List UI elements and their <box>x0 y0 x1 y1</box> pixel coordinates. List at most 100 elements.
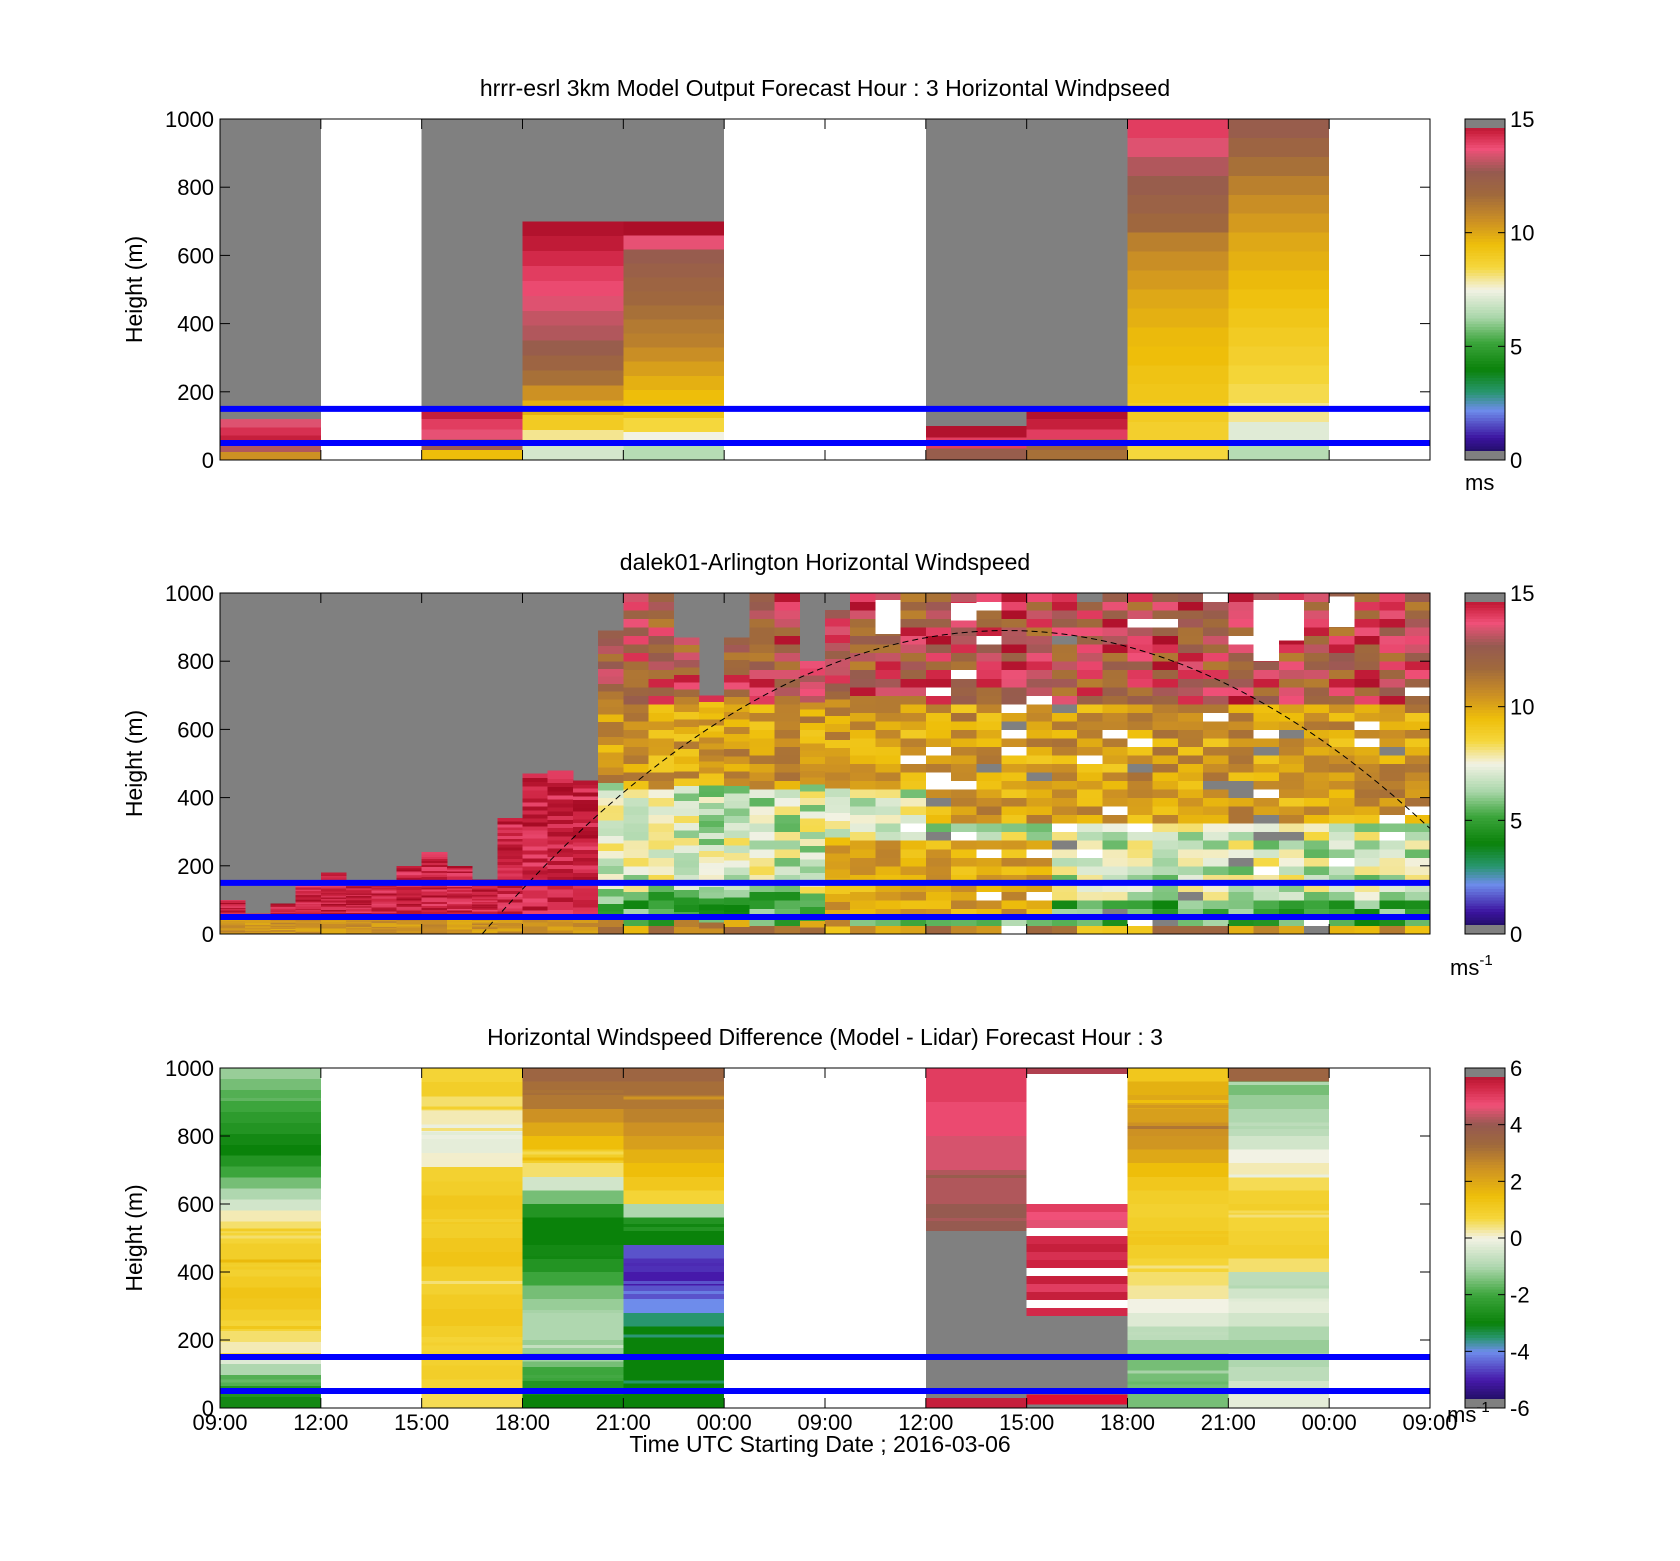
data-cell <box>1228 916 1254 926</box>
data-cell <box>472 901 498 904</box>
data-cell <box>799 777 826 785</box>
data-cell <box>1077 891 1103 901</box>
data-cell <box>572 849 599 854</box>
colorbar-segment <box>1465 1082 1505 1086</box>
data-cell <box>1203 806 1229 816</box>
data-cell <box>623 249 725 264</box>
data-cell <box>951 925 977 934</box>
data-cell <box>900 840 927 850</box>
data-cell <box>698 856 725 863</box>
data-cell <box>1026 695 1053 705</box>
data-cell <box>522 1312 624 1327</box>
data-cell <box>1203 635 1229 645</box>
data-cell <box>1203 720 1229 730</box>
colorbar-segment <box>1465 834 1505 838</box>
colorbar-segment <box>1465 138 1505 143</box>
data-cell <box>850 593 876 603</box>
data-cell <box>900 831 927 841</box>
colorbar-segment <box>1465 1342 1505 1347</box>
data-cell <box>270 927 297 930</box>
colorbar-segment <box>1465 709 1505 713</box>
data-cell <box>1026 729 1053 739</box>
data-cell <box>522 857 549 863</box>
colorbar-segment <box>1465 888 1505 892</box>
colorbar-segment <box>1465 332 1505 336</box>
data-cell <box>875 720 902 730</box>
data-cell <box>1152 797 1179 807</box>
data-cell <box>1026 865 1053 875</box>
colorbar-segment <box>1465 1093 1505 1097</box>
data-cell <box>1026 1394 1128 1405</box>
data-cell <box>371 925 397 927</box>
data-cell <box>1278 737 1305 747</box>
data-cell <box>623 661 649 671</box>
data-cell <box>1051 865 1078 875</box>
data-cell <box>774 754 801 764</box>
data-cell <box>1303 780 1330 790</box>
data-cell <box>446 894 473 897</box>
data-cell <box>976 746 1002 756</box>
data-cell <box>598 812 624 821</box>
colorbar-segment <box>1465 1240 1505 1245</box>
data-cell <box>1026 1308 1128 1317</box>
data-cell <box>749 593 775 603</box>
data-cell <box>421 893 448 896</box>
data-cell <box>1329 712 1355 722</box>
data-cell <box>774 831 801 841</box>
data-cell <box>1026 848 1053 858</box>
colorbar-segment <box>1465 374 1505 379</box>
data-cell <box>1404 601 1430 611</box>
colorbar-segment <box>1465 298 1505 302</box>
data-cell <box>1001 720 1028 730</box>
colorbar-segment <box>1465 772 1505 776</box>
colorbar-tick-label: 10 <box>1510 221 1534 246</box>
data-cell <box>396 908 423 911</box>
data-cell <box>1102 840 1128 850</box>
data-cell <box>598 653 624 662</box>
data-cell <box>1127 1258 1229 1273</box>
data-cell <box>1127 593 1154 603</box>
data-cell <box>396 927 423 930</box>
data-cell <box>1228 422 1330 442</box>
data-cell <box>1253 899 1280 909</box>
data-cell <box>396 896 423 899</box>
data-cell <box>497 820 523 825</box>
data-cell <box>951 737 977 747</box>
data-cell <box>1228 857 1254 867</box>
data-cell <box>245 926 271 928</box>
data-cell <box>774 806 801 816</box>
data-cell <box>295 923 322 926</box>
data-cell <box>850 814 876 824</box>
x-tick-label: 09:00 <box>192 1410 247 1435</box>
colorbar-segment <box>1465 718 1505 722</box>
data-cell <box>850 874 876 884</box>
data-cell <box>1278 712 1305 722</box>
data-cell <box>472 895 498 898</box>
data-cell <box>1228 119 1330 139</box>
data-cell <box>270 927 297 929</box>
colorbar-segment <box>1465 627 1505 631</box>
data-cell <box>1404 746 1430 756</box>
data-cell <box>1001 797 1028 807</box>
data-cell <box>522 1394 624 1408</box>
data-cell <box>749 695 775 705</box>
colorbar-segment <box>1465 1388 1505 1392</box>
data-cell <box>825 634 851 643</box>
data-cell <box>1127 119 1229 139</box>
data-cell <box>774 780 801 790</box>
data-cell <box>1303 874 1330 884</box>
data-cell <box>925 763 952 773</box>
colorbar-segment <box>1465 369 1505 373</box>
data-cell <box>1253 789 1280 799</box>
data-cell <box>270 910 297 913</box>
data-cell <box>295 887 322 890</box>
colorbar-segment <box>1465 1206 1505 1211</box>
data-cell <box>623 319 725 335</box>
data-cell <box>976 652 1002 662</box>
data-cell <box>220 931 246 933</box>
data-cell <box>396 920 423 923</box>
data-cell <box>446 874 473 877</box>
data-cell <box>572 826 599 831</box>
data-cell <box>1026 627 1053 637</box>
data-cell <box>371 909 397 912</box>
